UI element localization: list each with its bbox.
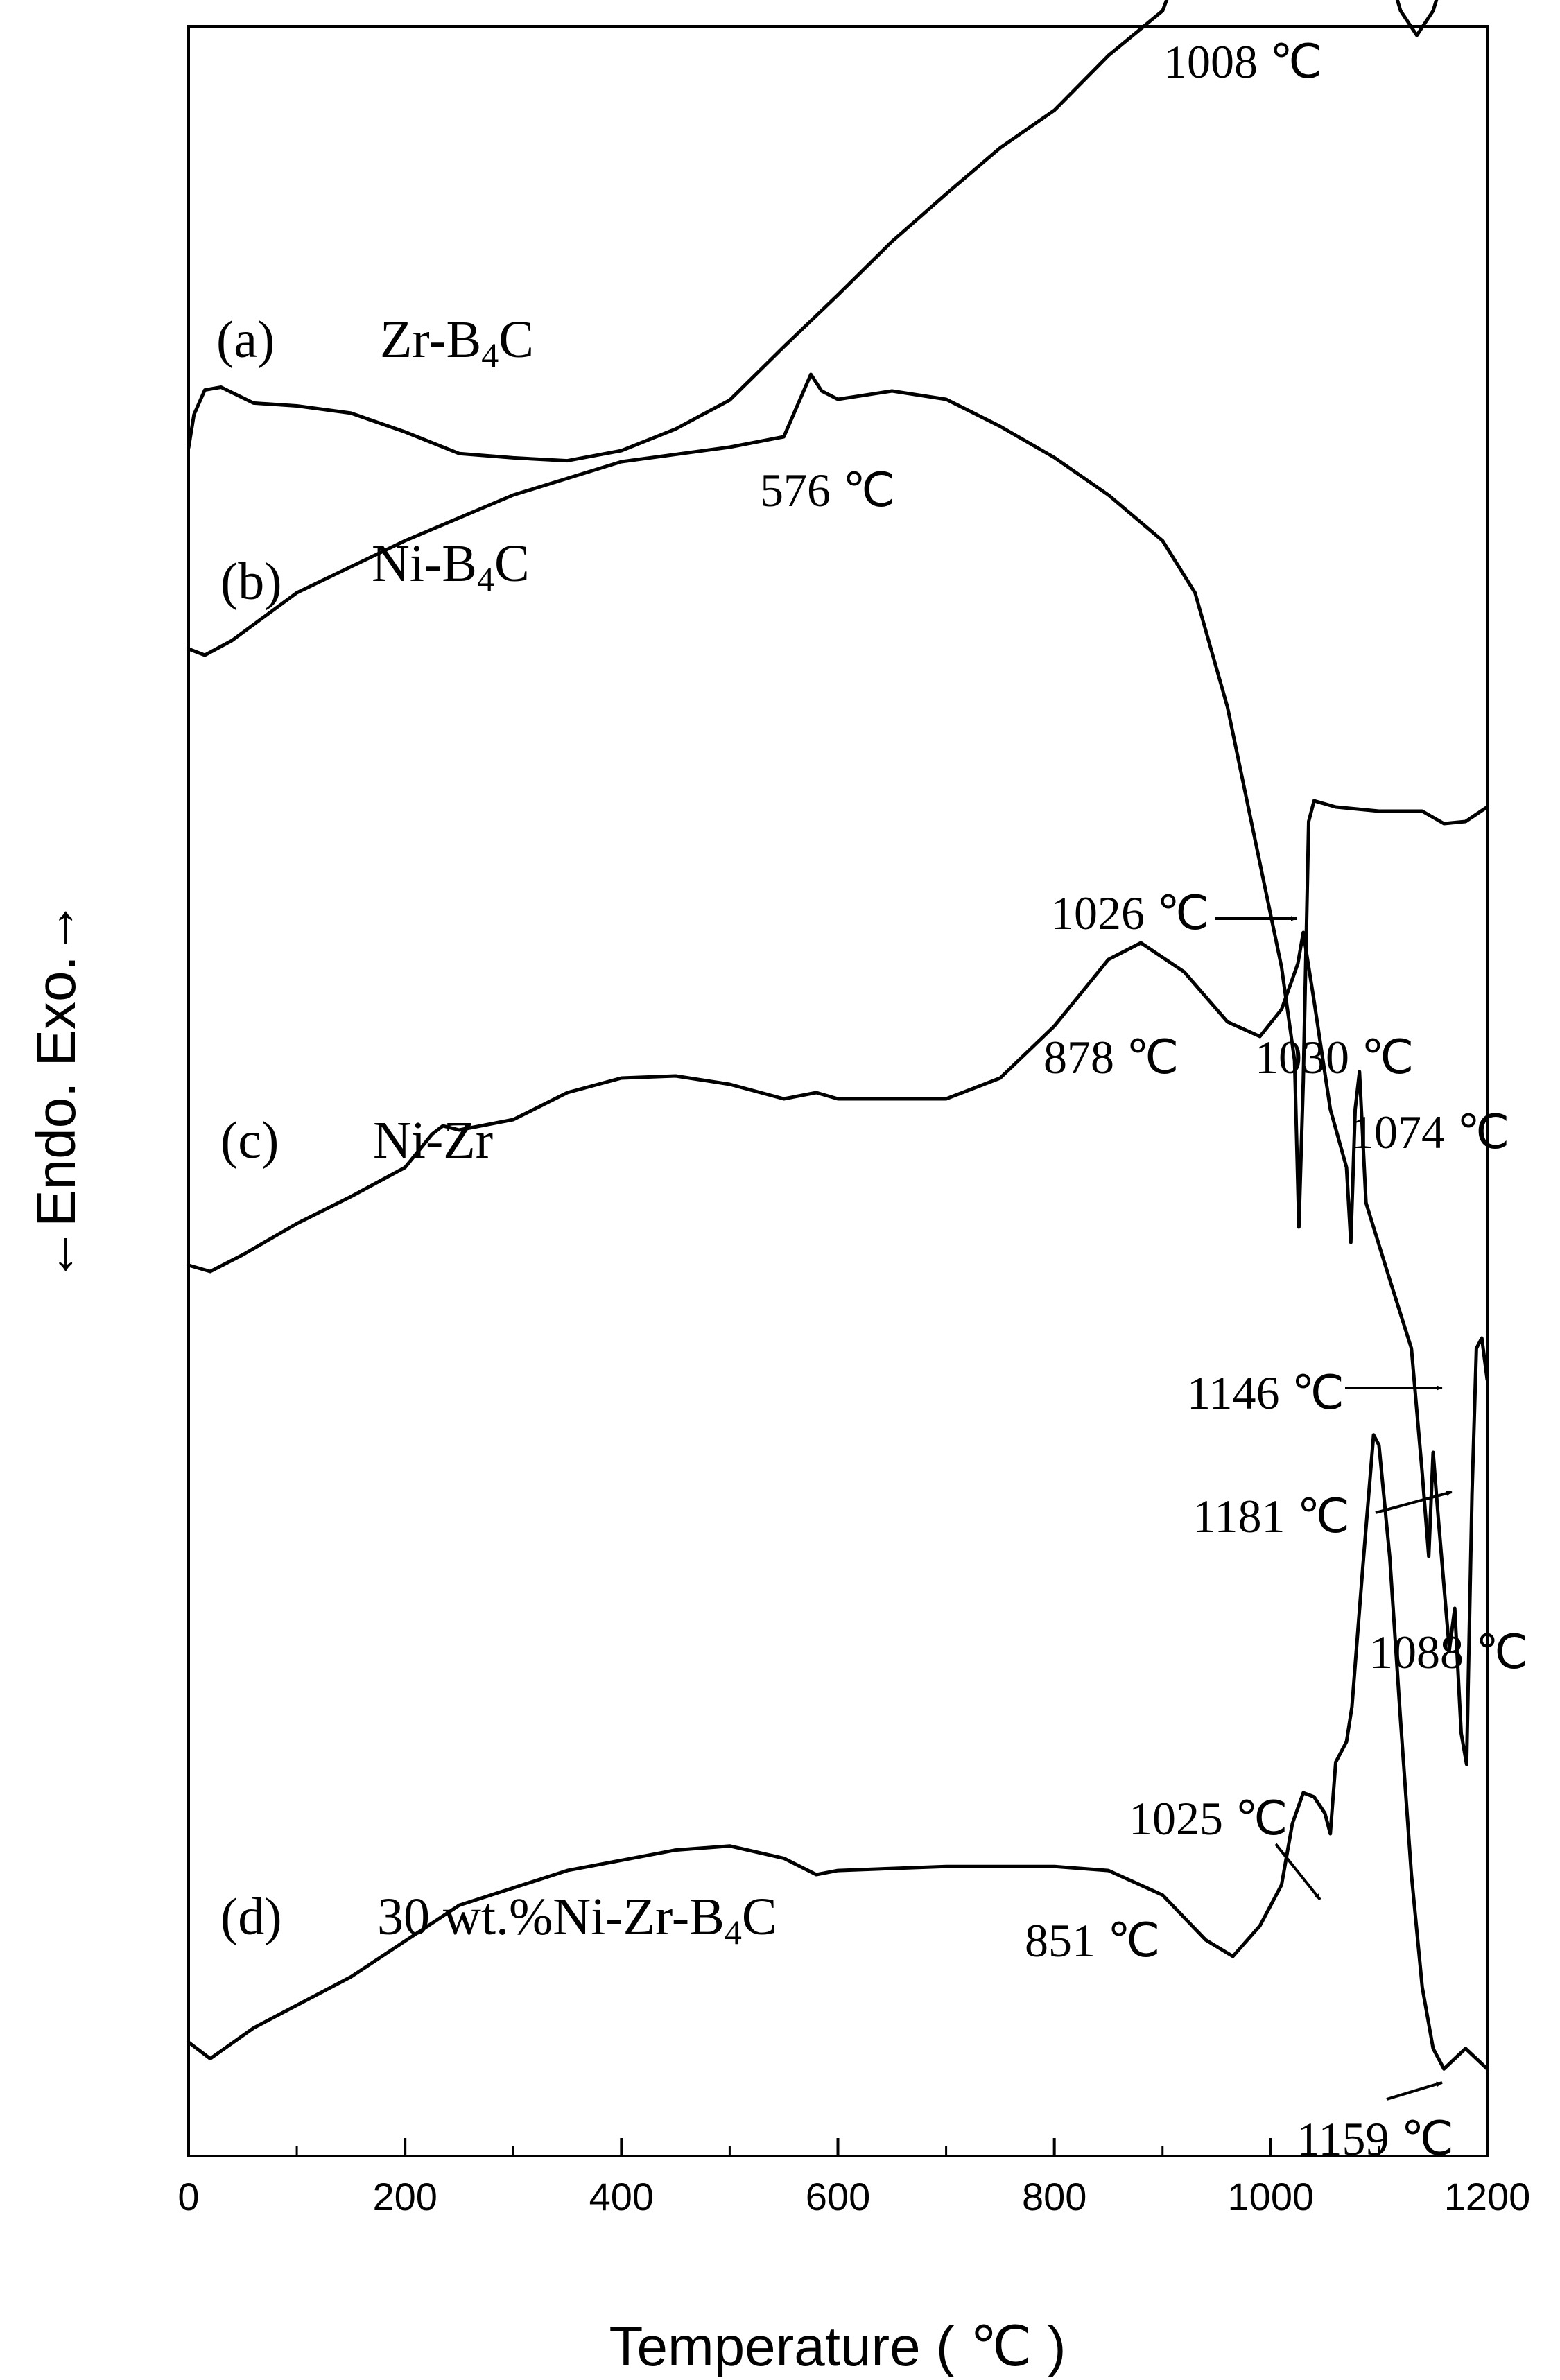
curve-label-b: (b): [220, 553, 282, 611]
curve-label-d: (d): [220, 1888, 282, 1946]
annotation-1159: 1159 ℃: [1297, 2112, 1454, 2165]
x-axis-ticks: [187, 2138, 1489, 2156]
annotation-1146: 1146 ℃: [1187, 1366, 1344, 1419]
curve-b: [187, 372, 1489, 1229]
annotation-arrow-1025: [1274, 1843, 1321, 1901]
curve-name-c: Ni-Zr: [373, 1111, 493, 1170]
annotation-1026: 1026 ℃: [1050, 887, 1209, 939]
x-tick-label-600: 600: [806, 2175, 870, 2218]
annotation-576: 576 ℃: [760, 464, 895, 516]
curve-name-d: 30 wt.%Ni-Zr-B4C: [377, 1888, 777, 1952]
y-axis-title: ←Endo. Exo.→: [25, 900, 87, 1282]
annotation-1074: 1074 ℃: [1351, 1106, 1509, 1158]
annotation-1030: 1030 ℃: [1255, 1031, 1414, 1084]
annotation-878: 878 ℃: [1043, 1031, 1179, 1084]
x-axis-title: Temperature ( ℃ ): [609, 2316, 1066, 2377]
curve-label-a: (a): [216, 311, 275, 369]
annotation-1008: 1008 ℃: [1163, 35, 1322, 88]
annotation-1025: 1025 ℃: [1129, 1792, 1288, 1845]
curve-label-c: (c): [220, 1111, 279, 1170]
x-tick-label-1200: 1200: [1444, 2175, 1531, 2218]
x-tick-label-0: 0: [177, 2175, 199, 2218]
curve-name-b: Ni-B4C: [372, 535, 530, 598]
curve-c: [187, 930, 1489, 1766]
x-tick-label-800: 800: [1022, 2175, 1086, 2218]
curves: [187, 0, 1489, 2071]
x-tick-label-1000: 1000: [1228, 2175, 1315, 2218]
annotation-arrow-1181: [1375, 1491, 1453, 1514]
curve-name-a: Zr-B4C: [380, 311, 534, 374]
x-tick-label-400: 400: [589, 2175, 654, 2218]
annotation-arrow-1159: [1386, 2081, 1443, 2101]
x-tick-label-200: 200: [372, 2175, 437, 2218]
annotations: 1008 ℃ 576 ℃ 1026 ℃ 878 ℃ 1030 ℃ 1074 ℃ 1146 ℃…: [760, 35, 1528, 2165]
x-axis-tick-labels: 0 200 400 600 800 1000 1200: [177, 2175, 1530, 2218]
annotation-1088: 1088 ℃: [1369, 1626, 1528, 1678]
curve-labels: (a) Zr-B4C (b) Ni-B4C (c) Ni-Zr (d) 30 wt.%Ni-Z…: [216, 311, 777, 1952]
annotation-1181: 1181 ℃: [1193, 1490, 1350, 1543]
annotation-851: 851 ℃: [1025, 1914, 1160, 1967]
curve-a: [187, 0, 1439, 463]
curve-d: [187, 1433, 1489, 2071]
